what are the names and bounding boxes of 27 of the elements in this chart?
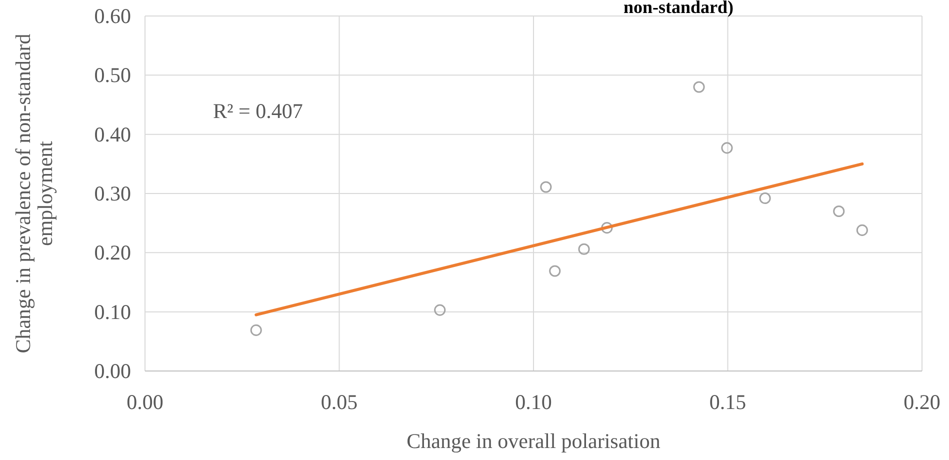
x-tick-label: 0.00 [126, 390, 164, 414]
x-tick-label: 0.10 [515, 390, 552, 414]
point [250, 324, 262, 336]
annotation: R² = 0.407 [213, 99, 303, 123]
point [856, 224, 868, 236]
point [721, 142, 733, 154]
x-tick-label: 0.15 [709, 390, 746, 414]
y-tick-label: 0.20 [94, 240, 131, 265]
y-tick-label: 0.00 [94, 359, 131, 383]
point [601, 222, 613, 234]
y-tick-label: 0.30 [94, 182, 131, 206]
point [833, 205, 845, 218]
x-tick-label: 0.20 [904, 390, 940, 414]
point [549, 265, 561, 277]
point [578, 243, 590, 255]
point [693, 81, 705, 93]
point [540, 181, 552, 193]
y-tick-label: 0.50 [94, 63, 131, 88]
chart-title: non-standard) [623, 0, 734, 17]
x-tick-label: 0.05 [320, 390, 358, 414]
y-tick-label: 0.10 [94, 300, 131, 324]
y-tick-label: 0.40 [94, 122, 131, 146]
point [759, 192, 771, 204]
y-axis-title: Change in prevalence of non-standard employment [11, 33, 57, 354]
y-tick-label: 0.60 [94, 4, 131, 28]
point [434, 304, 446, 316]
x-axis-title: Change in overall polarisation [406, 429, 661, 453]
